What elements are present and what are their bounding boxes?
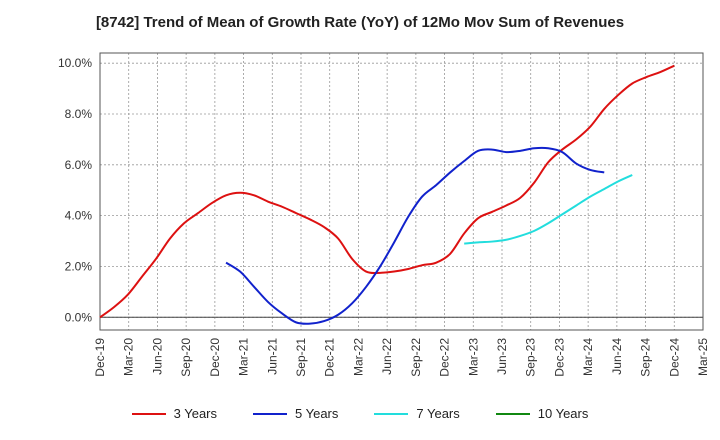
- x-tick-label: Sep-20: [179, 338, 193, 377]
- x-tick-label: Jun-21: [265, 338, 279, 375]
- grid-lines: [99, 53, 704, 330]
- x-tick-label: Mar-22: [351, 338, 365, 376]
- x-tick-label: Mar-25: [696, 338, 710, 376]
- x-tick-label: Dec-24: [667, 338, 681, 377]
- legend-item: 10 Years: [495, 406, 589, 421]
- x-tick-label: Jun-22: [380, 338, 394, 375]
- legend-swatch: [374, 412, 409, 415]
- axes: [99, 52, 704, 331]
- x-tick-label: Mar-20: [122, 338, 136, 376]
- chart-title: [8742] Trend of Mean of Growth Rate (YoY…: [95, 14, 625, 31]
- legend-item: 5 Years: [253, 406, 338, 421]
- x-tick-label: Dec-20: [208, 338, 222, 377]
- y-tick-label: 10.0%: [58, 56, 92, 70]
- x-tick-label: Sep-21: [294, 338, 308, 377]
- legend-label: 3 Years: [173, 406, 217, 421]
- x-tick-label: Jun-24: [610, 338, 624, 375]
- plot-frame: [99, 52, 704, 331]
- y-tick-label: 2.0%: [65, 259, 93, 273]
- legend-label: 10 Years: [537, 406, 589, 421]
- x-tick-label: Sep-22: [409, 338, 423, 377]
- x-tick-label: Mar-24: [581, 338, 595, 376]
- x-tick-label: Dec-22: [438, 338, 452, 377]
- y-tick-label: 6.0%: [65, 158, 93, 172]
- legend: 3 Years 5 Years 7 Years 10 Years: [0, 406, 720, 421]
- y-tick-label: 4.0%: [65, 209, 93, 223]
- legend-label: 5 Years: [295, 406, 339, 421]
- x-tick-label: Dec-23: [552, 338, 566, 377]
- series-line-7-years: [464, 174, 633, 245]
- x-tick-label: Mar-23: [466, 338, 480, 376]
- tick-labels: Dec-19 Mar-20 Jun-20 Sep-20 Dec-20 Mar-21 Jun-…: [58, 56, 710, 377]
- x-tick-label: Dec-19: [93, 338, 107, 377]
- x-tick-label: Mar-21: [237, 338, 251, 376]
- series-line-3-years: [99, 64, 675, 319]
- legend-item: 3 Years: [131, 406, 217, 421]
- x-tick-label: Jun-20: [150, 338, 164, 375]
- legend-label: 7 Years: [416, 406, 460, 421]
- series-lines: [99, 64, 675, 325]
- x-tick-label: Sep-24: [639, 338, 653, 377]
- y-tick-label: 0.0%: [65, 310, 93, 324]
- legend-swatch: [253, 412, 287, 415]
- x-tick-label: Dec-21: [323, 338, 337, 377]
- x-tick-label: Sep-23: [524, 338, 538, 377]
- legend-swatch: [131, 412, 166, 415]
- x-tick-label: Jun-23: [495, 338, 509, 375]
- series-line-5-years: [225, 146, 605, 325]
- legend-item: 7 Years: [374, 406, 460, 421]
- legend-swatch: [495, 412, 530, 415]
- y-tick-label: 8.0%: [65, 107, 93, 121]
